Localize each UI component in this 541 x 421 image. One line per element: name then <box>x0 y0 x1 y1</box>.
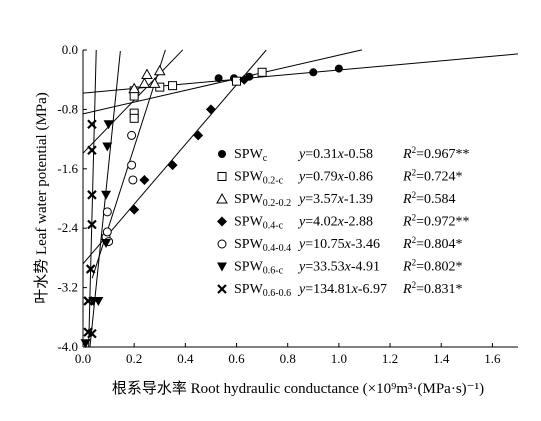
data-point <box>334 64 343 73</box>
legend-r-squared: R2=0.831* <box>402 280 462 297</box>
legend-series-name: SPW0.6-0.6 <box>234 282 291 299</box>
data-point <box>129 204 140 215</box>
data-point <box>87 190 97 200</box>
legend-r-squared: R2=0.802* <box>402 258 462 275</box>
legend-equation: y=4.02x-2.88 <box>297 215 373 230</box>
legend-equation: y=3.57x-1.39 <box>297 192 373 207</box>
legend-equation: y=0.79x-0.86 <box>297 170 373 185</box>
legend-marker-5 <box>217 239 227 249</box>
data-point <box>87 119 97 130</box>
y-tick-label: 0.0 <box>62 42 78 57</box>
legend-series-name: SPW0.4-0.4 <box>234 237 291 254</box>
data-point <box>309 68 318 77</box>
data-point <box>153 64 166 76</box>
legend-series-name: SPW0.6-c <box>234 260 284 277</box>
axis-ticks: 0.0 0.2 0.4 0.6 0.8 1.0 1.2 1.4 1.6 0.0 -0.8 -1.6 -2… <box>57 42 501 366</box>
y-tick-label: -3.2 <box>57 280 78 295</box>
data-point <box>101 190 112 200</box>
data-point <box>129 91 139 101</box>
data-point <box>87 219 97 230</box>
x-tick-label: 1.0 <box>331 351 347 366</box>
x-tick-label: 0.8 <box>280 351 296 366</box>
data-point <box>80 339 91 349</box>
x-tick-label: 0.6 <box>228 351 245 366</box>
legend-equation: y=0.31x-0.58 <box>297 147 373 162</box>
data-point <box>193 130 204 141</box>
data-point <box>102 227 112 237</box>
data-point <box>148 77 161 88</box>
x-tick-label: 1.6 <box>484 351 501 366</box>
legend-marker-7 <box>217 284 227 294</box>
legend-r-squared: R2=0.724* <box>402 168 462 185</box>
x-tick-label: 0.4 <box>177 351 194 366</box>
legend-equation: y=33.53x-4.91 <box>297 260 380 275</box>
regression-line-4 <box>82 49 267 265</box>
legend-series-name: SPW0.2-c <box>234 170 284 187</box>
y-tick-label: -4.0 <box>57 339 78 354</box>
data-point <box>232 76 242 86</box>
legend-marker-4 <box>217 216 227 227</box>
y-tick-label: -2.4 <box>57 220 78 235</box>
data-point <box>128 175 138 185</box>
data-point <box>93 296 104 306</box>
legend-equation: y=134.81x-6.97 <box>297 282 387 297</box>
legend-series-name: SPWc <box>234 147 268 164</box>
data-point <box>127 160 137 170</box>
y-axis-label: 叶水势 Leaf water potential (MPa) <box>33 92 50 304</box>
legend-r-squared: R2=0.804* <box>402 235 462 252</box>
data-point <box>167 160 178 171</box>
legend-marker-2 <box>217 172 227 181</box>
x-axis-label: 根系导水率 Root hydraulic conductance (×10⁹m³… <box>112 380 484 397</box>
y-tick-label: -1.6 <box>57 161 78 176</box>
x-tick-label: 1.4 <box>433 351 450 366</box>
x-tick-label: 0.0 <box>75 351 91 366</box>
data-point <box>102 142 113 152</box>
data-point <box>129 113 139 123</box>
data-point <box>102 207 112 217</box>
data-point <box>239 74 250 85</box>
data-point <box>141 68 153 80</box>
regression-line-3 <box>82 49 184 154</box>
data-point <box>87 145 97 156</box>
data-point <box>83 296 93 306</box>
legend-r-squared: R2=0.584 <box>402 190 455 207</box>
data-points <box>80 64 343 349</box>
legend-series-name: SPW0.4-c <box>234 215 284 232</box>
axes <box>82 50 518 348</box>
legend-r-squared: R2=0.967** <box>402 145 469 162</box>
y-tick-label: -0.8 <box>57 101 78 116</box>
x-tick-label: 0.2 <box>126 351 142 366</box>
data-point <box>101 239 112 249</box>
data-point <box>214 74 223 83</box>
data-point <box>257 67 267 77</box>
data-point <box>139 174 150 185</box>
legend-equation: y=10.75x-3.46 <box>297 237 380 252</box>
legend-marker-1 <box>218 150 226 158</box>
x-tick-label: 1.2 <box>382 351 398 366</box>
legend-marker-3 <box>216 192 228 204</box>
legend-series-name: SPW0.2-0.2 <box>234 192 291 209</box>
data-point <box>87 328 97 339</box>
data-point <box>127 130 137 140</box>
regression-line-2 <box>82 49 363 115</box>
data-point <box>85 264 96 274</box>
data-point <box>168 81 178 91</box>
data-point <box>138 77 151 88</box>
legend-marker-6 <box>217 262 227 272</box>
data-point <box>205 104 216 115</box>
legend-r-squared: R2=0.972** <box>402 213 469 230</box>
legend: SPWc y=0.31x-0.58 R2=0.967** SPW0.2-c y=0.79… <box>216 145 469 299</box>
data-point <box>103 120 114 130</box>
data-point <box>128 82 141 94</box>
